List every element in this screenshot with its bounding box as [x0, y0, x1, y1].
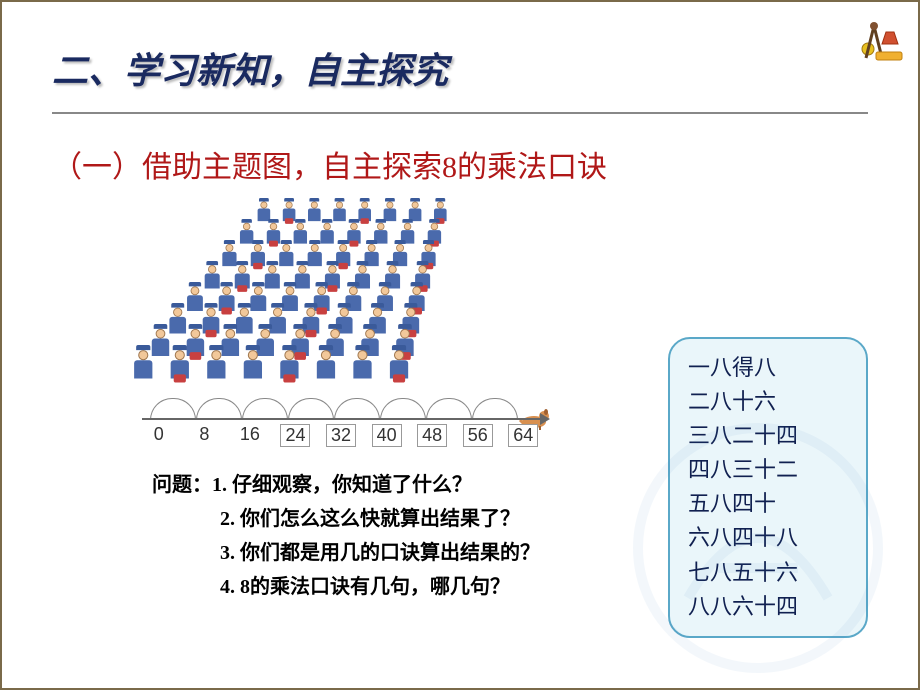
- mnemonic-line: 六八四十八: [688, 521, 848, 555]
- band-member: [236, 345, 271, 384]
- arc: [196, 398, 242, 420]
- band-member: [345, 345, 380, 384]
- number-label: 64: [501, 424, 547, 447]
- number-label: 32: [318, 424, 364, 447]
- arc: [150, 398, 196, 420]
- mnemonic-line: 八八六十四: [688, 590, 848, 624]
- mnemonic-line: 二八十六: [688, 385, 848, 419]
- arc: [334, 398, 380, 420]
- arc: [242, 398, 288, 420]
- divider: [52, 112, 868, 114]
- mnemonic-line: 一八得八: [688, 351, 848, 385]
- mnemonic-line: 四八三十二: [688, 453, 848, 487]
- number-label: 16: [227, 424, 273, 447]
- number-label: 56: [455, 424, 501, 447]
- mnemonic-line: 七八五十六: [688, 556, 848, 590]
- theme-illustration: 0816243240485664: [112, 198, 522, 448]
- band-member: [126, 345, 161, 384]
- marching-band: [112, 198, 512, 398]
- band-member: [309, 345, 344, 384]
- question-label: 问题：: [152, 468, 212, 502]
- section-title: 二、学习新知，自主探究: [52, 42, 868, 94]
- number-label: 0: [136, 424, 182, 447]
- band-member: [382, 345, 417, 384]
- number-line: 0816243240485664: [122, 398, 542, 448]
- band-member: [272, 345, 307, 384]
- number-label: 48: [409, 424, 455, 447]
- band-member: [199, 345, 234, 384]
- arc: [288, 398, 334, 420]
- number-line-labels: 0816243240485664: [136, 424, 546, 447]
- mnemonic-box: 一八得八二八十六三八二十四四八三十二五八四十六八四十八七八五十六八八六十四: [668, 337, 868, 638]
- number-line-arcs: [150, 398, 530, 418]
- mnemonic-line: 三八二十四: [688, 419, 848, 453]
- number-label: 8: [182, 424, 228, 447]
- number-label: 40: [364, 424, 410, 447]
- arc: [380, 398, 426, 420]
- band-row: [126, 345, 416, 384]
- tools-icon: [846, 14, 906, 74]
- subsection-title: （一）借助主题图，自主探索8的乘法口诀: [52, 142, 868, 186]
- slide: 二、学习新知，自主探究 （一）借助主题图，自主探索8的乘法口诀 08162432…: [0, 0, 920, 690]
- arc: [472, 398, 518, 420]
- mnemonic-line: 五八四十: [688, 487, 848, 521]
- number-label: 24: [273, 424, 319, 447]
- band-member: [163, 345, 198, 384]
- number-line-axis: [142, 418, 542, 420]
- arc: [426, 398, 472, 420]
